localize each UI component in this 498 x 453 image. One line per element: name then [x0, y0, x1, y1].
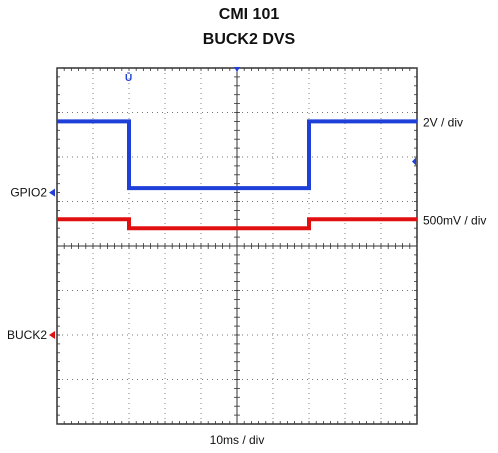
trigger-level-marker [412, 157, 416, 166]
scale-label-buck2: 500mV / div [423, 213, 486, 227]
trigger-position-marker [234, 67, 240, 72]
ground-marker-gpio2 [49, 188, 55, 197]
scale-label-gpio2: 2V / div [423, 115, 463, 129]
channel-label-buck2: BUCK2 [7, 328, 47, 342]
channel-label-gpio2: GPIO2 [10, 186, 47, 200]
chart-title-line2: BUCK2 DVS [202, 31, 296, 48]
chart-title-line1: CMI 101 [218, 6, 280, 23]
ground-marker-buck2 [49, 331, 55, 339]
trigger-glyph: Ū [125, 72, 132, 84]
trace-gpio2 [57, 119, 417, 191]
trace-buck2 [57, 217, 417, 231]
time-scale-label: 10ms / div [210, 433, 265, 447]
